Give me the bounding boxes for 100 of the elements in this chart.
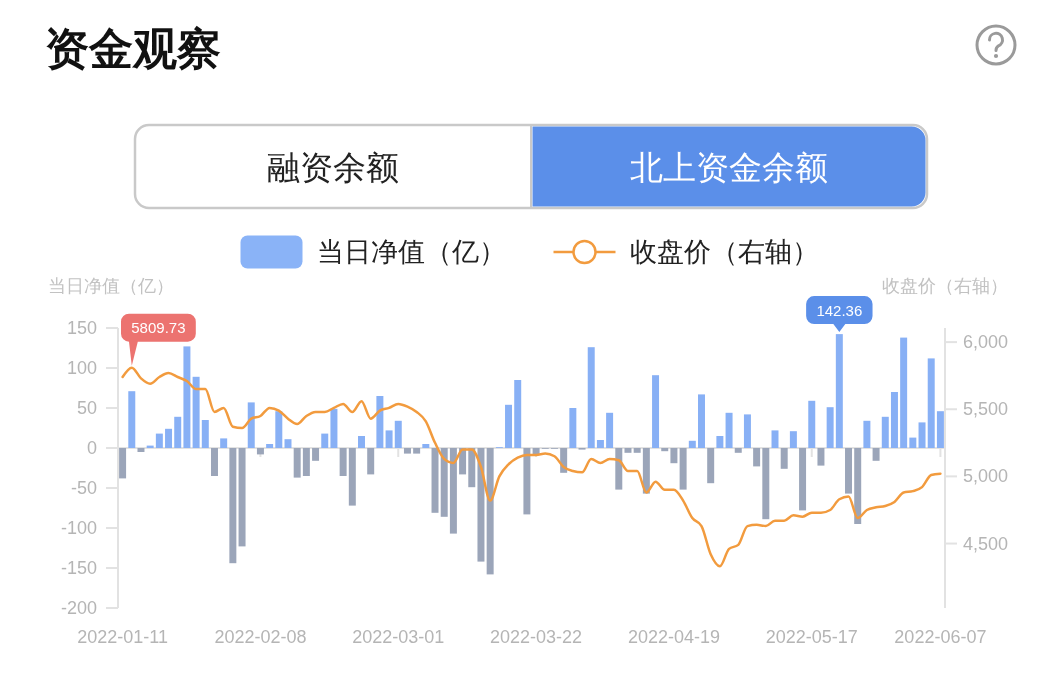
bar [229,448,237,564]
bar [403,448,411,454]
legend-label: 收盘价（右轴） [629,237,819,267]
bar [210,448,218,476]
bar [789,431,797,448]
line-series [121,366,942,568]
bar [661,448,669,452]
bar [367,448,375,475]
y2-tick-label: 5,500 [963,399,1009,420]
y2-tick-label: 6,000 [963,332,1009,353]
bar [927,358,935,448]
data-label: 5809.73 [131,319,186,337]
bar [155,433,163,448]
bar [302,448,310,476]
bar [486,448,494,575]
bar [394,420,402,448]
bar [624,448,632,453]
bar [845,448,853,494]
bar [872,448,880,461]
bar [505,404,513,448]
bar [422,444,430,448]
bar [449,448,457,534]
y-axis-title: 当日净值（亿） [48,276,174,296]
x-tick-label: 2022-01-11 [77,627,168,647]
bar [596,440,604,448]
bar [514,380,522,448]
bar [523,448,531,515]
bar [890,392,898,448]
bar [413,448,421,454]
y-tick-label: 100 [66,358,97,378]
bar [358,436,365,448]
bar [266,444,274,448]
bar [339,448,347,476]
text: 北上资金余额 [630,149,828,186]
bar [201,420,209,448]
y-tick-label: 150 [66,318,97,338]
bar [780,448,788,469]
bar [275,411,283,448]
bar [799,448,807,511]
chart-title: 资金观察 [45,24,221,73]
bar [183,346,191,448]
x-tick-label: 2022-03-01 [352,627,445,647]
bar [330,408,338,448]
bar [615,448,623,490]
bar [679,448,687,490]
bar [247,402,255,448]
bar [376,396,384,448]
bar [652,375,660,448]
x-tick-label: 2022-06-07 [894,627,987,647]
bar [642,448,650,494]
y-tick-label: 50 [76,398,97,418]
bar [835,334,843,448]
x-tick-label: 2022-03-22 [490,627,583,647]
bar [863,420,871,448]
y-tick-label: -200 [60,598,97,618]
x-tick-label: 2022-05-17 [765,627,858,647]
bar [734,448,742,453]
legend-label: 当日净值（亿） [316,237,506,267]
bar [293,448,301,478]
bar [569,408,577,448]
bar [716,436,724,448]
bar [606,412,614,448]
y-tick-label: 0 [86,438,97,458]
y2-tick-label: 4,500 [963,533,1009,554]
bar [854,448,862,524]
bar [238,448,246,547]
y2-axis-title: 收盘价（右轴） [882,276,1008,296]
bar [707,448,715,484]
y-tick-label: -100 [60,518,97,538]
bar [174,416,182,448]
bar [918,422,926,448]
bar [440,448,448,517]
bar [137,448,145,452]
bar [431,448,439,513]
bar [348,448,356,506]
bar [753,448,761,467]
bar [192,376,200,448]
bar [743,414,751,448]
bar [670,448,678,464]
bar [477,448,485,562]
y2-tick-label: 5,000 [963,466,1009,487]
bar [312,448,320,461]
bar [909,437,917,448]
y-tick-label: -150 [60,558,97,578]
bar [762,448,770,520]
data-label: 142.36 [816,301,863,319]
bar [385,430,393,448]
y-tick-label: -50 [70,478,97,498]
bar [128,391,136,448]
bar [936,411,944,448]
bar [220,438,228,448]
x-tick-label: 2022-02-08 [214,627,307,647]
bar [900,337,908,448]
bar [468,448,476,488]
bar [881,416,889,448]
bar [165,428,173,448]
bar [633,448,641,453]
text: 融资余额 [267,149,399,186]
bar [817,448,825,466]
bar [587,347,595,448]
